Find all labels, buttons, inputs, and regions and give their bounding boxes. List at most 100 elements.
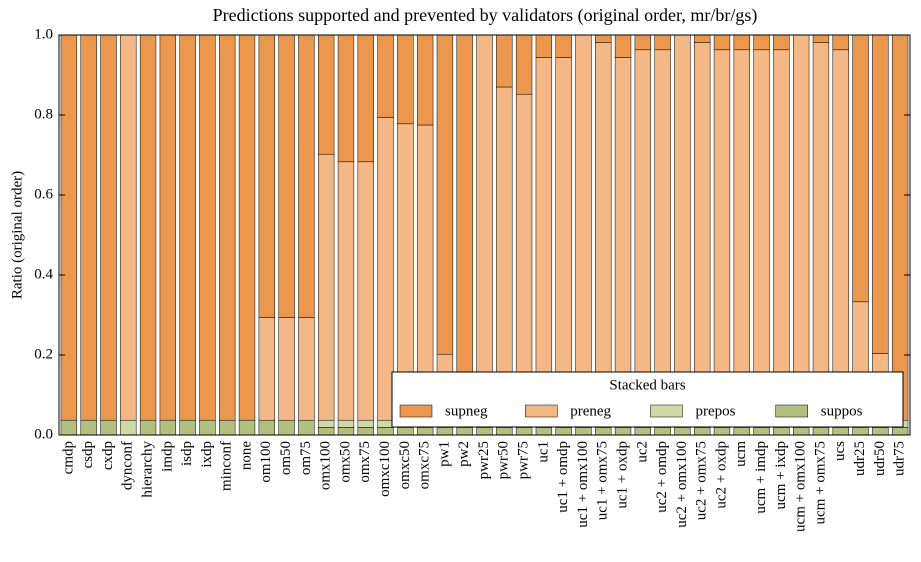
bar-segment [496,427,513,436]
bar-segment [634,427,651,436]
bar-segment [199,419,216,436]
legend-label: suppos [821,403,863,419]
x-tick-label: pwr50 [496,441,512,479]
x-tick-label: isdp [179,441,195,466]
y-tick-label: 0.4 [34,266,53,282]
bar-segment [634,34,651,51]
bar-segment [713,34,731,51]
y-tick-label: 0.0 [34,426,53,442]
x-tick-label: none [238,441,254,471]
legend-swatch [650,404,683,418]
bar-segment [654,34,671,51]
bar-segment [436,34,454,355]
bar-segment [258,317,275,421]
bar-segment [595,34,612,43]
bar-segment [515,427,533,436]
x-tick-label: uc1 + omx100 [575,441,591,528]
bar-segment [753,427,770,436]
bar-segment [614,57,632,421]
x-tick-label: uc2 + oxdp [713,441,729,509]
bar-segment [139,419,157,436]
x-tick-label: uc1 + omdp [555,441,571,513]
y-tick-label: 0.8 [34,106,53,122]
bar-segment [872,427,889,436]
bar-segment [456,34,473,421]
x-tick-label: omxc50 [397,441,413,489]
x-tick-label: omx50 [337,441,353,483]
bar-segment [812,42,830,421]
bar-segment [298,317,315,421]
legend-swatch [399,404,433,418]
x-tick-label: udr25 [852,441,868,476]
bar-segment [318,419,335,428]
bar-segment [357,161,374,421]
bar-segment [278,419,295,436]
y-tick-label: 0.6 [34,186,53,202]
bar-segment [852,427,869,436]
bar-segment [318,427,335,436]
y-tick-label: 1.0 [34,26,53,42]
bar-segment [614,427,632,436]
bar-segment [258,34,275,318]
x-tick-label: uc2 + omx100 [674,441,690,528]
bar-segment [555,34,572,58]
x-tick-label: pwr75 [516,441,532,479]
bar-segment [159,34,177,421]
bar-segment [515,93,533,421]
bar-segment [595,427,612,436]
x-tick-label: cxdp [100,441,116,470]
x-tick-label: uc2 + omdp [654,441,670,513]
bar-segment [733,34,750,51]
bar-segment [832,427,849,436]
bar-segment [278,317,295,421]
bar-segment [377,34,394,118]
bar-segment [614,34,632,58]
bar-segment [792,34,810,421]
bar-segment [80,419,97,436]
bar-segment [832,49,849,421]
bar-segment [713,427,731,436]
bar-segment [654,49,671,421]
x-tick-label: pw2 [456,441,472,467]
x-tick-label: omxc100 [377,441,393,497]
bar-segment [357,34,374,163]
bar-segment [812,427,830,436]
bar-segment [773,427,790,436]
bar-segment [694,427,711,436]
bar-segment [476,427,493,436]
chart-title: Predictions supported and prevented by v… [213,5,758,26]
bar-segment [416,34,434,126]
bar-segment [753,34,770,51]
bar-segment [278,34,295,318]
bar-segment [377,117,394,421]
bar-segment [575,427,592,436]
bar-segment [159,419,177,436]
bar-segment [318,34,335,155]
bar-segment [60,419,78,436]
legend-label: prepos [696,403,736,419]
bar-segment [337,419,355,428]
bar-segment [515,34,533,95]
bar-segment [219,419,236,436]
x-tick-label: imdp [159,441,175,472]
bar-segment [120,419,137,436]
bar-segment [238,419,256,436]
bar-segment [555,427,572,436]
bar-segment [535,34,553,58]
bar-segment [891,34,909,421]
y-axis-label: Ratio (original order) [9,171,25,299]
x-tick-label: om100 [258,441,274,483]
bar-segment [139,34,157,421]
bar-segment [812,34,830,43]
legend-label: preneg [570,403,611,419]
bar-segment [555,57,572,421]
legend-title: Stacked bars [609,377,685,393]
bar-segment [397,427,414,436]
x-tick-label: ucm [733,441,749,467]
bar-segment [852,34,869,303]
x-tick-label: dynconf [120,441,136,490]
bar-segment [476,34,493,421]
bar-segment [416,427,434,436]
bar-segment [872,34,889,354]
